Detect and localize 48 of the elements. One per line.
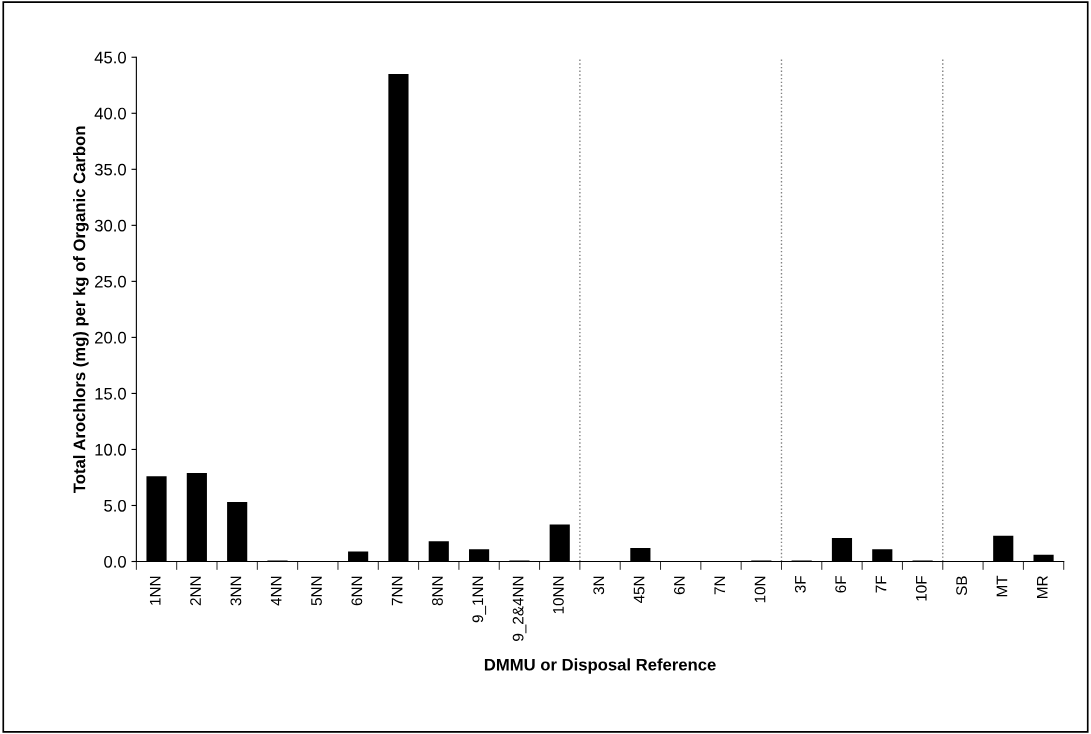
bar (146, 476, 167, 562)
y-tick-label: 0.0 (104, 555, 126, 568)
x-tick-label: 7F (875, 576, 887, 593)
bar (549, 524, 570, 562)
bar (388, 74, 409, 562)
bar (227, 502, 248, 562)
x-tick-label: SB (956, 576, 968, 596)
x-tick-label: 8NN (432, 576, 443, 606)
x-tick-label: 6NN (351, 576, 363, 606)
x-tick-label: 10F (915, 576, 927, 601)
x-tick-label: 6N (673, 576, 685, 595)
y-tick-label: 30.0 (94, 219, 126, 232)
bar (1033, 554, 1054, 562)
y-tick-label: 20.0 (95, 331, 126, 344)
y-tick-label: 5.0 (104, 499, 126, 512)
x-axis-title: DMMU or Disposal Reference (484, 658, 716, 674)
y-tick-label: 35.0 (94, 163, 126, 176)
x-tick-label: 45N (633, 576, 645, 604)
y-tick-label: 40.0 (94, 107, 126, 120)
bar (831, 537, 853, 562)
x-tick-label: 7NN (391, 576, 403, 606)
bar (348, 551, 369, 562)
y-tick-label: 25.0 (95, 275, 126, 288)
x-tick-label: 3NN (230, 576, 242, 606)
x-tick-label: 6F (835, 576, 847, 593)
x-tick-label: 9_1NN (472, 576, 487, 623)
x-tick-label: 9_2&4NN (512, 576, 527, 641)
x-tick-label: MR (1037, 576, 1048, 598)
bar (428, 541, 449, 562)
x-tick-label: 4NN (270, 576, 282, 606)
y-tick-label: 15.0 (95, 387, 126, 400)
x-tick-label: MT (996, 575, 1008, 597)
bar (993, 535, 1014, 562)
x-tick-label: 3F (794, 576, 806, 593)
y-tick-label: 45.0 (94, 51, 126, 64)
bar (630, 548, 651, 562)
bar (872, 549, 893, 562)
x-tick-label: 3N (593, 576, 605, 595)
x-tick-label: 10N (754, 576, 766, 603)
x-tick-label: 10NN (553, 576, 564, 614)
x-tick-label: 2NN (190, 576, 201, 606)
y-tick-label: 10.0 (95, 443, 126, 456)
bar (186, 472, 207, 562)
x-tick-label: 1NN (149, 576, 161, 605)
bar (469, 549, 490, 562)
y-axis-title: Total Arochlors (mg) per kg of Organic Carbon (73, 126, 89, 493)
x-tick-label: 7N (714, 576, 725, 595)
x-tick-label: 5NN (311, 576, 322, 606)
